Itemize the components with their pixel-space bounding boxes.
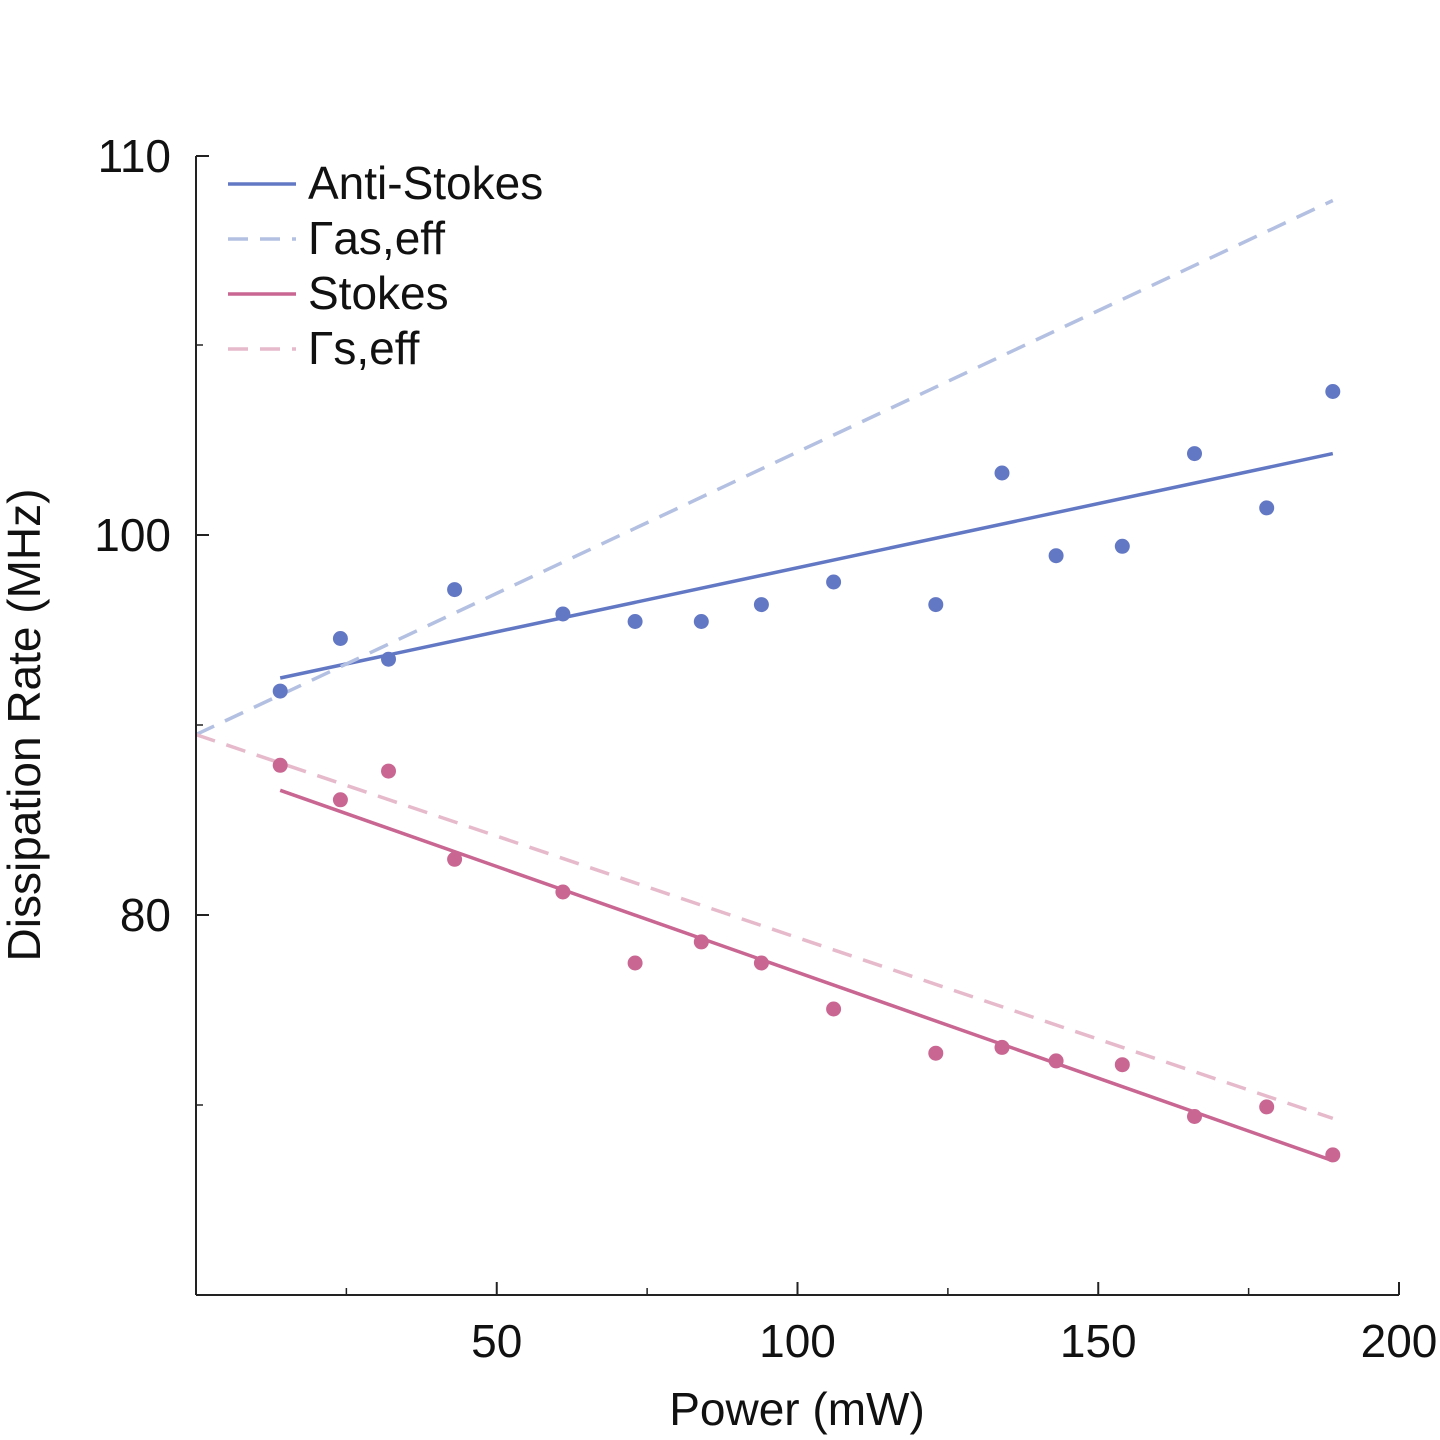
data-point-anti-stokes [447,582,463,598]
data-point-anti-stokes [627,614,643,629]
legend-label: Γas,eff [308,212,445,264]
x-tick-label: 50 [471,1315,522,1367]
data-point-anti-stokes [753,597,769,613]
data-point-anti-stokes [1259,500,1275,516]
legend-label: Γs,eff [308,322,420,374]
x-tick-label: 200 [1361,1315,1438,1367]
tick-labels: 50 100 150 200 80 100 110 [94,130,1437,1367]
data-point-stokes [693,934,709,950]
y-tick-label: 100 [94,509,171,561]
data-point-stokes [332,792,348,808]
data-point-anti-stokes [1048,548,1064,564]
data-point-stokes [1048,1053,1064,1069]
fit-line-1 [279,451,1334,680]
data-point-stokes [447,851,463,867]
y-axis-title: Dissipation Rate (MHz) [0,489,50,962]
legend-label: Stokes [308,267,449,319]
fit-line-4 [279,788,1334,1163]
fit-line-dashed-5 [195,732,1334,1121]
data-point-anti-stokes [272,683,288,699]
data-point-stokes [1259,1099,1275,1115]
data-point-stokes [753,955,769,971]
data-point-stokes [826,1001,842,1017]
data-point-stokes [928,1045,944,1061]
data-point-anti-stokes [555,606,571,622]
data-point-anti-stokes [381,651,396,667]
data-point-anti-stokes [1114,538,1130,554]
data-point-stokes [1187,1109,1202,1124]
x-tick-label: 150 [1060,1315,1137,1367]
data-point-stokes [1325,1147,1341,1163]
axes [195,155,1400,1296]
legend-label: Anti-Stokes [308,157,543,209]
fit-line-dashed-2 [195,198,1334,737]
data-point-anti-stokes [994,465,1010,481]
y-tick-label: 110 [98,130,171,182]
data-point-stokes [272,757,288,773]
x-tick-label: 100 [759,1315,836,1367]
data-point-stokes [1114,1057,1130,1073]
data-point-anti-stokes [928,597,944,613]
data-point-anti-stokes [332,631,348,646]
data-point-stokes [555,884,571,900]
y-tick-label: 80 [120,889,171,941]
data-point-anti-stokes [693,614,709,629]
data-point-anti-stokes [826,574,842,590]
data-point-stokes [627,955,643,971]
data-point-stokes [381,763,396,779]
x-axis-title: Power (mW) [669,1383,925,1435]
data-point-stokes [994,1039,1010,1055]
plot-points [272,384,1341,1163]
data-point-anti-stokes [1187,446,1202,462]
data-point-anti-stokes [1325,384,1341,399]
